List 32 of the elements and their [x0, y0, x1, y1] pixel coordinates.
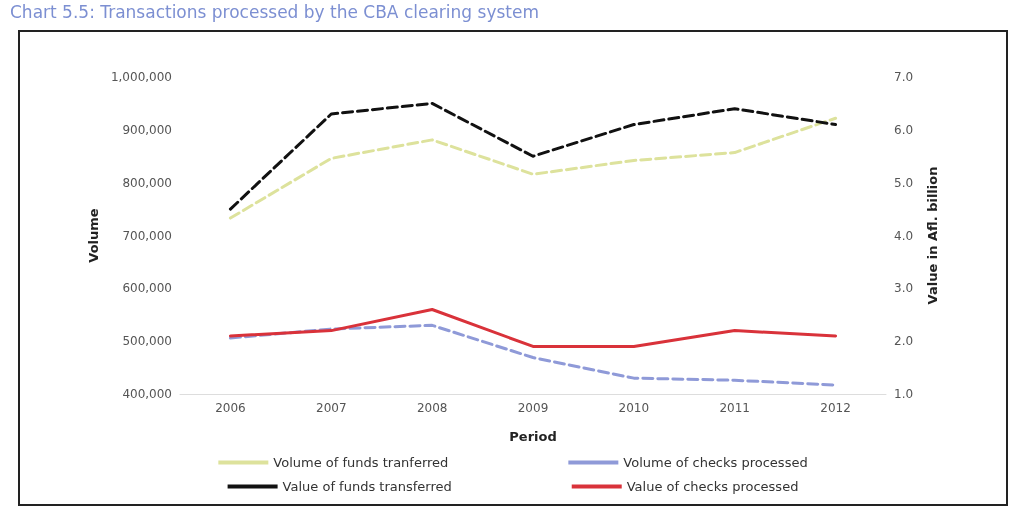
x-tick-label: 2010	[618, 401, 650, 415]
y2-tick-label: 2.0	[894, 334, 914, 349]
x-tick-label: 2007	[316, 401, 347, 415]
x-tick-label: 2008	[416, 401, 448, 415]
y-tick-label: 1,000,000	[110, 70, 172, 84]
x-tick-label: 2012	[820, 401, 851, 415]
y-tick-label: 900,000	[122, 122, 172, 137]
x-axis-title: Period	[509, 429, 557, 444]
y2-axis-title: Value in Afl. billion	[925, 166, 940, 305]
y-tick-label: 800,000	[122, 175, 172, 190]
y2-tick-label: 4.0	[894, 228, 914, 243]
y-tick-label: 600,000	[122, 281, 172, 296]
y2-tick-label: 3.0	[894, 281, 914, 296]
y-axis-title: Volume	[86, 208, 101, 263]
x-tick-label: 2006	[215, 401, 246, 415]
y-tick-label: 500,000	[122, 334, 172, 349]
legend-label: Value of checks processed	[626, 479, 799, 494]
legend-label: Volume of funds tranferred	[273, 455, 449, 470]
y2-tick-label: 7.0	[894, 70, 914, 84]
chart-title: Chart 5.5: Transactions processed by the CBA clearing system	[10, 2, 539, 22]
legend-label: Volume of checks processed	[623, 455, 808, 470]
y2-tick-label: 1.0	[894, 387, 914, 401]
y-tick-label: 700,000	[122, 228, 172, 243]
line-series	[228, 101, 838, 211]
y2-tick-label: 5.0	[894, 175, 914, 190]
line-series	[228, 116, 838, 220]
legend-label: Value of funds transferred	[282, 479, 452, 494]
x-tick-label: 2009	[517, 401, 549, 415]
y-tick-label: 400,000	[122, 387, 172, 401]
line-series	[228, 307, 838, 348]
y2-tick-label: 6.0	[894, 122, 914, 137]
x-tick-label: 2011	[719, 401, 750, 415]
